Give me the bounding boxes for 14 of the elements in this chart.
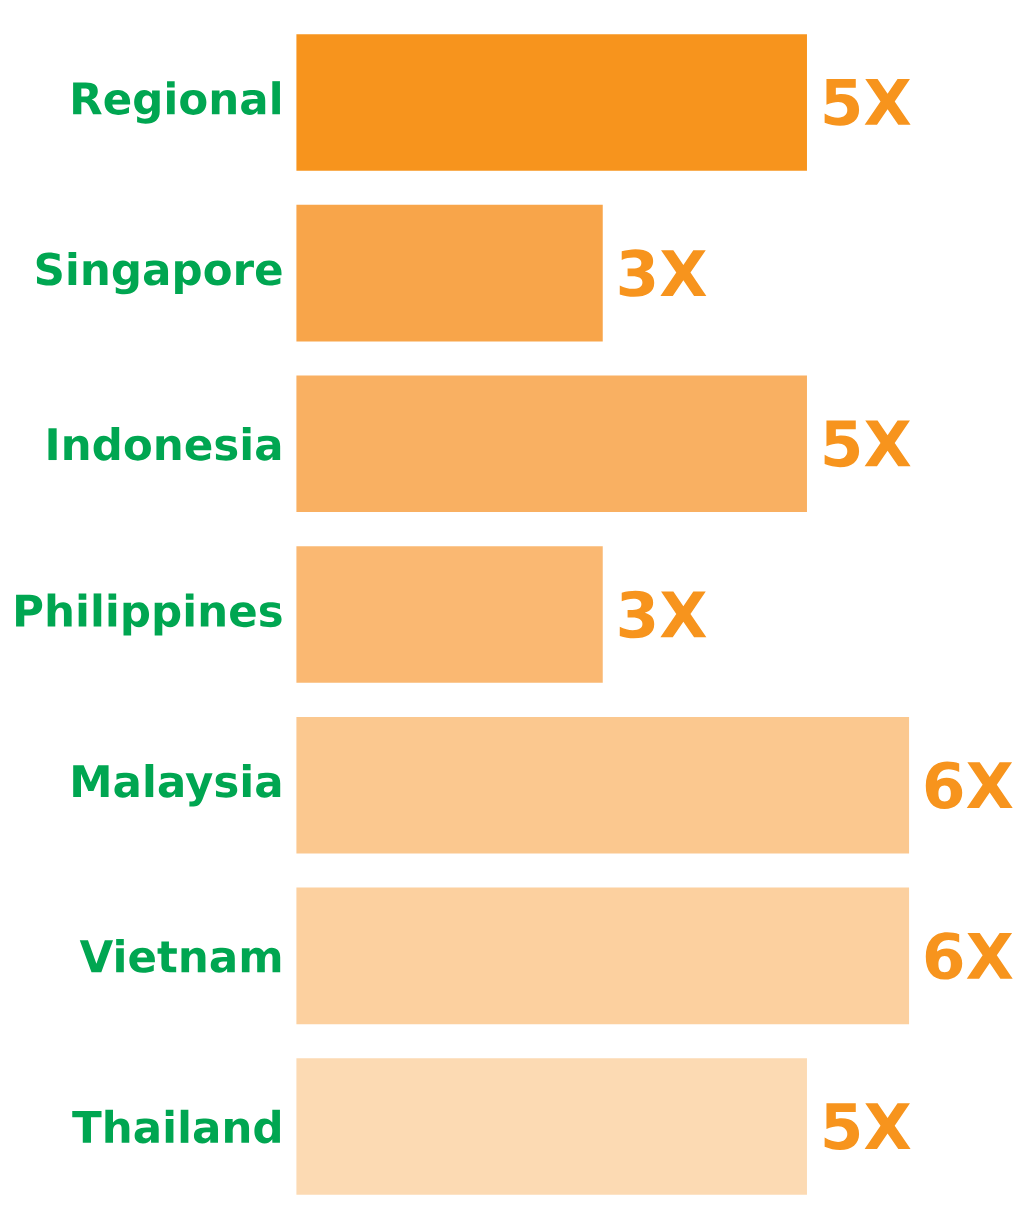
y-tick-label: Thailand (72, 1109, 280, 1144)
y-tick-label: Malaysia (73, 763, 281, 807)
y-tick-label: Indonesia (48, 426, 281, 461)
y-tick-label: Philippines (16, 593, 282, 636)
data-label: 5X (824, 420, 911, 468)
data-label: 5X (824, 79, 911, 126)
y-tick-label: Regional (73, 81, 280, 124)
data-label: 6X (925, 932, 1013, 980)
y-tick-label: Singapore (36, 251, 282, 295)
data-label: 3X (619, 590, 707, 639)
y-tick-label: Vietnam (79, 939, 281, 973)
data-label: 6X (925, 761, 1013, 809)
data-label: 3X (619, 249, 707, 297)
data-label: 5X (824, 1103, 911, 1150)
